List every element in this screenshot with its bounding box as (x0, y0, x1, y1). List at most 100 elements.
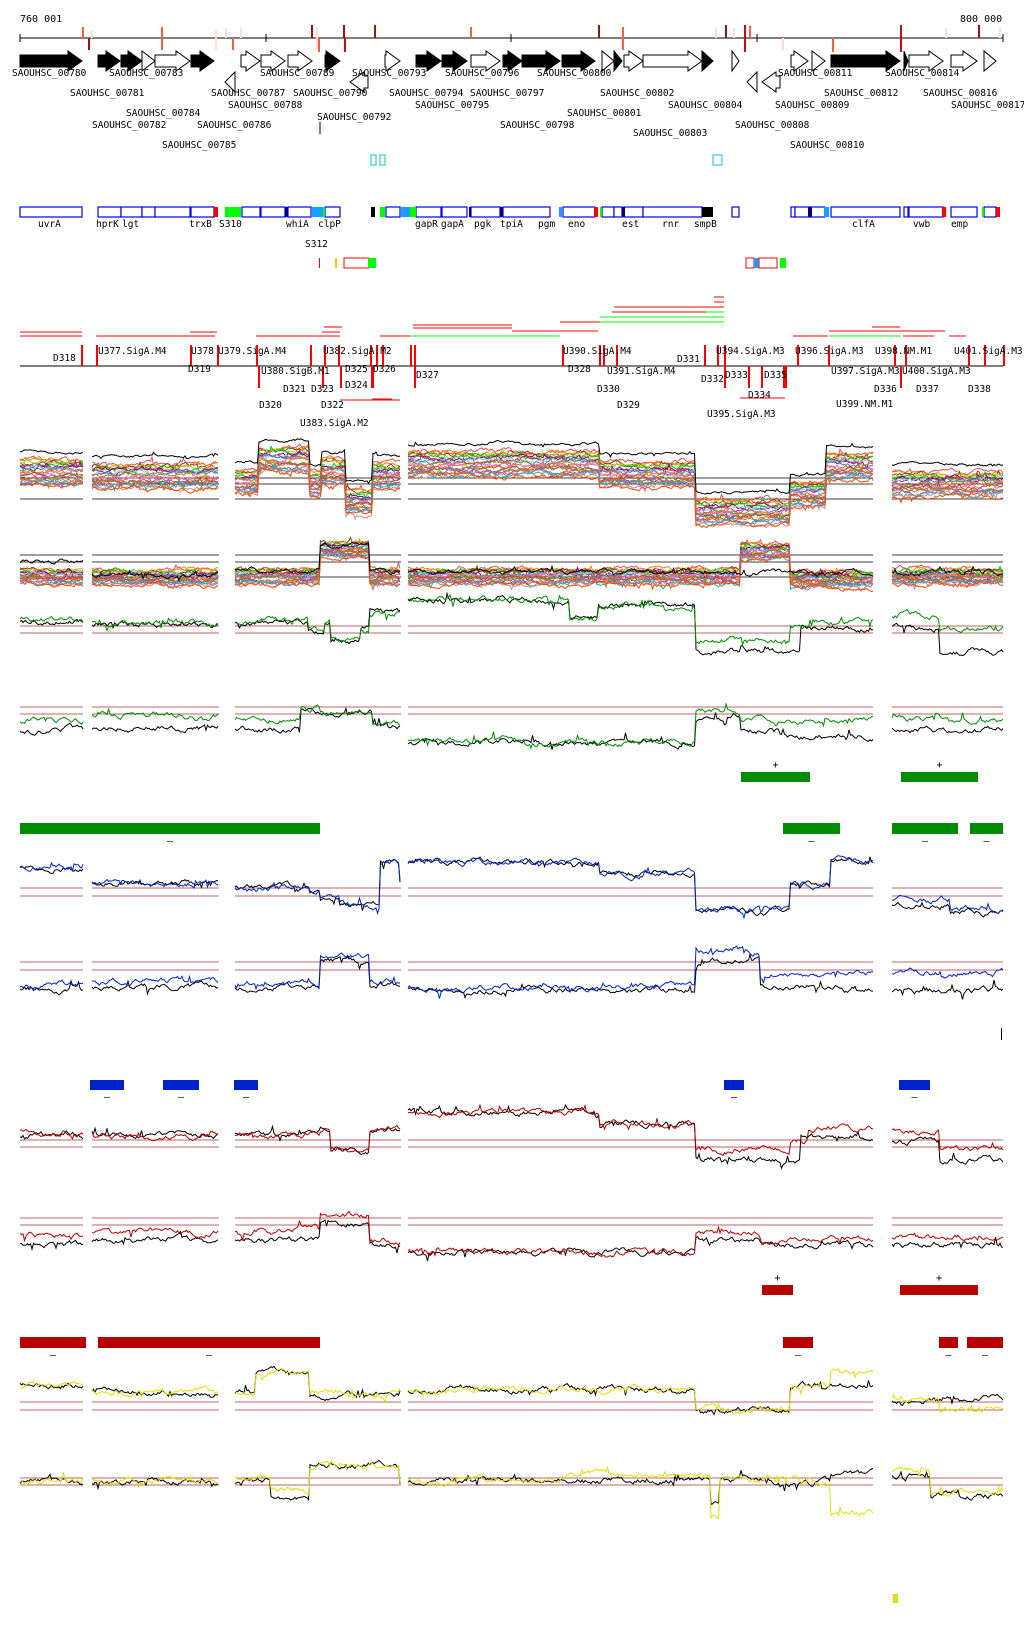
tss-mark (999, 28, 1001, 38)
red-down-bar (967, 1337, 1003, 1348)
panel-d-black-trace (234, 707, 401, 734)
panel-i-colored-trace (891, 1393, 1004, 1413)
panel-b-trace (91, 576, 219, 587)
segment-label: U390.SigA.M4 (563, 346, 632, 357)
operon-box (385, 206, 401, 218)
operon-box (601, 206, 615, 218)
segment-label: U397.SigA.M3 (831, 366, 900, 377)
panel-a-black-trace (19, 449, 84, 455)
gene-label: SAOUHSC_00816 (923, 88, 998, 99)
panel-g-black-trace (407, 1103, 874, 1170)
red-down-bar-minus-sign: – (50, 1350, 57, 1361)
gene-label: SAOUHSC_00795 (415, 100, 489, 111)
panel-b-trace (19, 579, 84, 586)
operon-box (623, 206, 644, 218)
operon-box (190, 206, 215, 218)
panel-b-trace (234, 549, 401, 587)
operon-label: uvrA (38, 219, 61, 230)
panel-e-black-trace (91, 879, 219, 889)
panel-b-trace (19, 579, 84, 588)
cyan-feature-box (712, 154, 723, 166)
red-up-bar (900, 1285, 978, 1295)
segment-label: D319 (188, 364, 211, 375)
operon-feature-row2 (335, 258, 337, 268)
panel-b-trace (19, 568, 84, 578)
gene-label: SAOUHSC_00788 (228, 100, 303, 111)
gene-arrow (811, 49, 826, 73)
segment-label: D331 (677, 354, 700, 365)
segment-boundary (414, 345, 416, 366)
tss-mark (240, 28, 242, 38)
segment-boundary (968, 345, 970, 366)
green-up-bar-plus-sign: + (773, 760, 779, 771)
edge-marker (1001, 1028, 1002, 1040)
panel-b-trace (19, 577, 84, 588)
segment-label: D323 (311, 384, 334, 395)
operon-feature-row2 (758, 257, 778, 269)
panel-a-black-trace (234, 438, 400, 485)
tss-mark (715, 28, 717, 38)
blue-down-bar-minus-sign: – (731, 1092, 738, 1103)
gene-label: SAOUHSC_00782 (92, 120, 166, 131)
operon-label: vwb (913, 219, 930, 230)
red-down-bar-minus-sign: – (206, 1350, 213, 1361)
operon-feature (622, 207, 625, 217)
operon-box (441, 206, 468, 218)
segment-label: U400.SigA.M3 (902, 366, 971, 377)
operon-box (562, 206, 596, 218)
gene-label: SAOUHSC_00780 (12, 68, 87, 79)
red-up-bar-plus-sign: + (775, 1273, 781, 1284)
panel-b-trace (891, 575, 1004, 583)
segment-boundary-low (322, 366, 324, 388)
tss-mark (318, 38, 320, 52)
gene-arrow (521, 50, 561, 72)
tss-mark (215, 30, 217, 50)
panel-c-colored-trace (235, 610, 401, 643)
gene-label: SAOUHSC_00803 (633, 128, 707, 139)
panel-a-trace (407, 463, 874, 519)
gene-label: SAOUHSC_00792 (317, 112, 391, 123)
tss-mark (374, 25, 376, 38)
blue-down-bar-minus-sign: – (178, 1092, 185, 1103)
gene-arrow (601, 49, 615, 73)
panel-a-trace (19, 456, 84, 466)
gene-arrow (613, 49, 623, 73)
tss-mark (225, 28, 227, 38)
gene-arrow (97, 50, 121, 72)
panel-g-black-trace (91, 1126, 219, 1140)
operon-label: emp (951, 219, 968, 230)
yellow-marker (893, 1594, 898, 1603)
segment-boundary-low (900, 366, 902, 388)
panel-j-black-trace (19, 1473, 84, 1486)
operon-label: clfA (852, 219, 875, 230)
panel-b-trace (91, 579, 219, 590)
gene-label: SAOUHSC_00781 (70, 88, 145, 99)
segment-label: D325 (345, 364, 368, 375)
tss-mark (622, 27, 624, 50)
panel-j-colored-trace (234, 1460, 401, 1496)
panel-f-black-trace (891, 979, 1004, 1000)
panel-e-colored-trace (234, 859, 401, 915)
panel-a-trace (891, 490, 1004, 505)
operon-box (908, 206, 944, 218)
red-up-bar (762, 1285, 793, 1295)
panel-a-trace (91, 476, 219, 490)
panel-a-trace (407, 446, 874, 506)
panel-i-black-trace (407, 1380, 874, 1416)
segment-label: U379.SigA.M4 (218, 346, 287, 357)
segment-boundary (96, 345, 98, 366)
tss-mark (161, 27, 163, 50)
gene-label: SAOUHSC_00786 (197, 120, 272, 131)
gene-arrow (502, 50, 523, 72)
panel-h-colored-trace (407, 1225, 874, 1258)
segment-label: D318 (53, 353, 76, 364)
operon-feature-row2 (754, 258, 759, 268)
operon-feature-row2 (780, 258, 786, 268)
segment-boundary (704, 345, 706, 366)
segment-label: D333 (725, 370, 748, 381)
gene-label: SAOUHSC_00793 (352, 68, 426, 79)
panel-a-trace (407, 455, 874, 517)
panel-h-colored-trace (234, 1210, 401, 1246)
gene-arrow (240, 50, 261, 72)
panel-j-black-trace (407, 1467, 874, 1505)
